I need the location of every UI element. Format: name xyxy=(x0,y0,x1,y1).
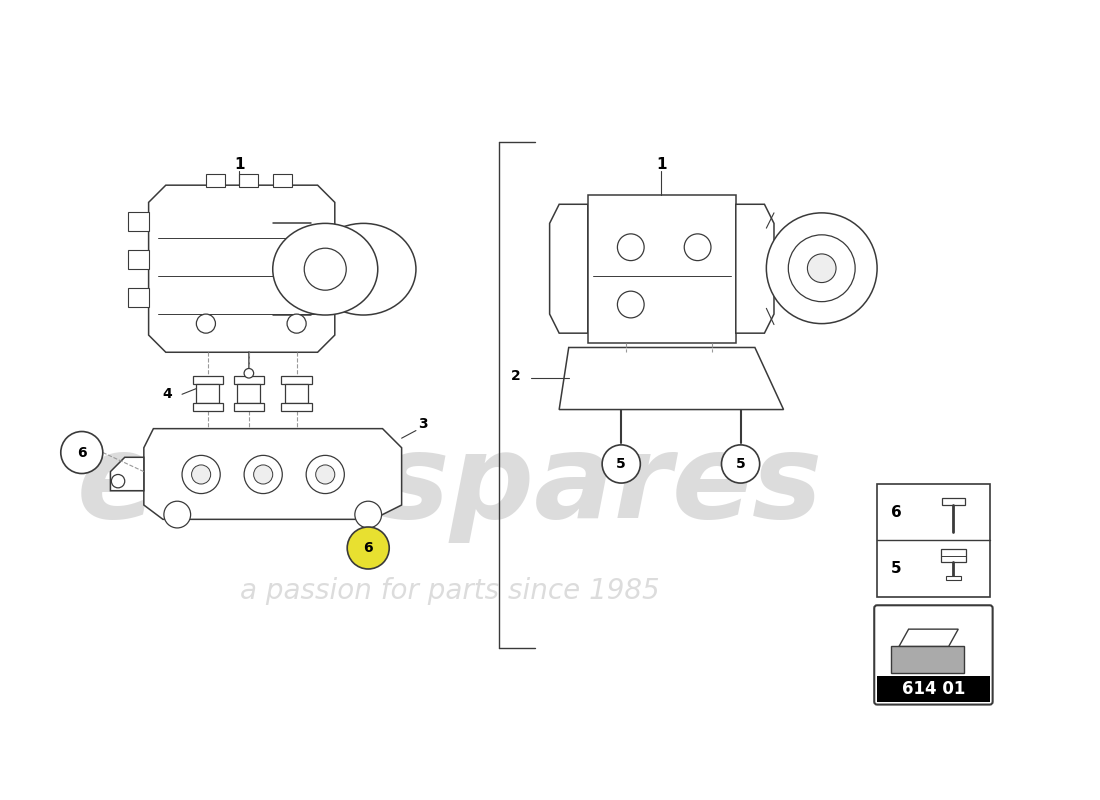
Polygon shape xyxy=(736,204,774,333)
Circle shape xyxy=(164,502,190,528)
Text: 1: 1 xyxy=(234,157,244,172)
Text: 3: 3 xyxy=(418,417,428,431)
Text: 6: 6 xyxy=(77,446,87,459)
Bar xyxy=(942,498,965,505)
Text: 614 01: 614 01 xyxy=(902,680,965,698)
Text: 4: 4 xyxy=(163,387,173,402)
Circle shape xyxy=(316,465,334,484)
Text: 1: 1 xyxy=(656,157,667,172)
Text: 5: 5 xyxy=(736,457,746,471)
Ellipse shape xyxy=(273,223,377,315)
Circle shape xyxy=(617,291,645,318)
Text: 5: 5 xyxy=(616,457,626,471)
Circle shape xyxy=(684,234,711,261)
Circle shape xyxy=(191,465,211,484)
Circle shape xyxy=(305,248,346,290)
Bar xyxy=(942,549,966,562)
Circle shape xyxy=(722,445,760,483)
Circle shape xyxy=(789,235,855,302)
Polygon shape xyxy=(110,458,144,490)
Bar xyxy=(206,174,225,187)
Circle shape xyxy=(617,234,645,261)
Polygon shape xyxy=(144,429,402,519)
Text: eurospares: eurospares xyxy=(76,429,823,543)
Bar xyxy=(877,484,990,597)
Bar xyxy=(128,250,148,269)
Bar xyxy=(192,403,223,410)
Text: 6: 6 xyxy=(363,541,373,555)
Polygon shape xyxy=(148,185,334,352)
Circle shape xyxy=(355,502,382,528)
Circle shape xyxy=(807,254,836,282)
Bar xyxy=(197,384,219,403)
Bar xyxy=(192,376,223,384)
Circle shape xyxy=(197,314,216,333)
Circle shape xyxy=(244,369,254,378)
Bar xyxy=(273,174,292,187)
Bar xyxy=(285,384,308,403)
Circle shape xyxy=(182,455,220,494)
Bar xyxy=(282,403,312,410)
Polygon shape xyxy=(550,204,587,333)
Bar xyxy=(891,646,964,673)
Circle shape xyxy=(348,527,389,569)
Text: 5: 5 xyxy=(891,562,902,577)
Circle shape xyxy=(111,474,124,488)
Circle shape xyxy=(244,455,283,494)
Text: 2: 2 xyxy=(512,369,521,383)
Circle shape xyxy=(287,314,306,333)
Text: a passion for parts since 1985: a passion for parts since 1985 xyxy=(240,577,659,605)
Bar xyxy=(128,212,148,231)
Bar xyxy=(877,676,990,702)
Circle shape xyxy=(306,455,344,494)
Circle shape xyxy=(767,213,877,324)
Bar xyxy=(128,288,148,307)
Bar xyxy=(240,174,258,187)
Bar xyxy=(946,576,961,581)
Bar xyxy=(587,194,736,342)
Bar xyxy=(233,376,264,384)
Ellipse shape xyxy=(311,223,416,315)
Circle shape xyxy=(602,445,640,483)
Bar xyxy=(282,376,312,384)
Circle shape xyxy=(254,465,273,484)
Polygon shape xyxy=(899,629,958,646)
Bar xyxy=(233,403,264,410)
Polygon shape xyxy=(559,347,783,410)
Circle shape xyxy=(60,431,102,474)
Bar xyxy=(238,384,261,403)
FancyBboxPatch shape xyxy=(874,606,992,705)
Text: 6: 6 xyxy=(891,505,902,520)
